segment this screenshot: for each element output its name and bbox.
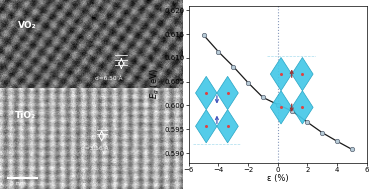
Polygon shape xyxy=(292,57,313,91)
Point xyxy=(289,110,295,113)
Point xyxy=(245,81,251,84)
Polygon shape xyxy=(292,91,313,124)
Point xyxy=(304,121,310,124)
Polygon shape xyxy=(196,110,217,143)
Text: VO₂: VO₂ xyxy=(18,21,36,30)
Y-axis label: $E_g$ (eV): $E_g$ (eV) xyxy=(148,69,162,99)
Polygon shape xyxy=(270,57,292,91)
Point xyxy=(334,140,340,143)
Point xyxy=(275,103,280,106)
Point xyxy=(260,96,266,99)
Text: d=6.50 Å: d=6.50 Å xyxy=(95,76,122,81)
Point xyxy=(230,65,236,68)
Point xyxy=(215,50,221,53)
Text: 5 nm: 5 nm xyxy=(10,181,26,186)
Polygon shape xyxy=(217,110,238,143)
Point xyxy=(349,148,355,151)
Polygon shape xyxy=(196,76,217,110)
Point xyxy=(319,131,325,134)
Polygon shape xyxy=(217,76,238,110)
Text: TiO₂: TiO₂ xyxy=(15,111,36,120)
X-axis label: ε (%): ε (%) xyxy=(267,174,288,183)
Text: d=3.56 Å: d=3.56 Å xyxy=(81,146,108,151)
Polygon shape xyxy=(270,91,292,124)
Point xyxy=(201,34,207,37)
